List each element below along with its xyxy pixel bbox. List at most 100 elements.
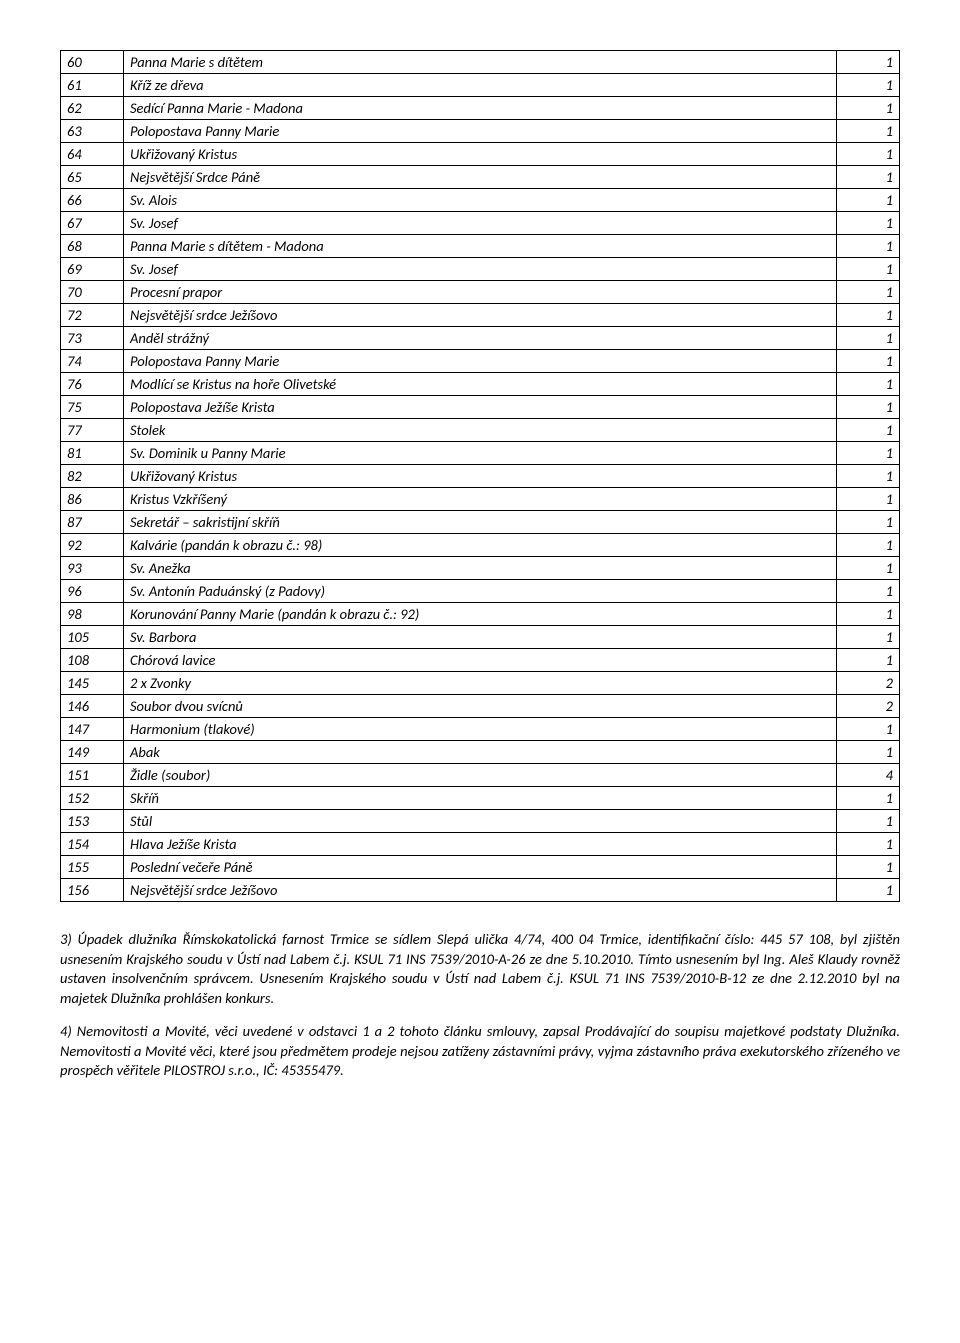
row-description: Sv. Antonín Paduánský (z Padovy) [124, 580, 837, 603]
row-quantity: 1 [837, 465, 900, 488]
row-quantity: 1 [837, 143, 900, 166]
row-quantity: 1 [837, 787, 900, 810]
row-description: Nejsvětější Srdce Páně [124, 166, 837, 189]
row-number: 62 [61, 97, 124, 120]
row-quantity: 1 [837, 212, 900, 235]
row-quantity: 1 [837, 120, 900, 143]
row-quantity: 1 [837, 373, 900, 396]
row-description: Soubor dvou svícnů [124, 695, 837, 718]
row-quantity: 1 [837, 258, 900, 281]
table-row: 81Sv. Dominik u Panny Marie1 [61, 442, 900, 465]
row-number: 151 [61, 764, 124, 787]
table-row: 156Nejsvětější srdce Ježíšovo1 [61, 879, 900, 902]
row-quantity: 1 [837, 856, 900, 879]
table-row: 87Sekretář – sakristijní skříň1 [61, 511, 900, 534]
table-row: 82Ukřižovaný Kristus1 [61, 465, 900, 488]
row-description: Sedící Panna Marie - Madona [124, 97, 837, 120]
row-number: 87 [61, 511, 124, 534]
row-number: 82 [61, 465, 124, 488]
row-description: Kalvárie (pandán k obrazu č.: 98) [124, 534, 837, 557]
row-quantity: 1 [837, 626, 900, 649]
table-row: 153Stůl1 [61, 810, 900, 833]
row-description: Sekretář – sakristijní skříň [124, 511, 837, 534]
row-quantity: 1 [837, 718, 900, 741]
row-number: 152 [61, 787, 124, 810]
row-number: 156 [61, 879, 124, 902]
row-quantity: 1 [837, 488, 900, 511]
row-quantity: 1 [837, 810, 900, 833]
table-row: 62Sedící Panna Marie - Madona1 [61, 97, 900, 120]
row-description: Kristus Vzkříšený [124, 488, 837, 511]
table-row: 72Nejsvětější srdce Ježíšovo1 [61, 304, 900, 327]
row-quantity: 1 [837, 189, 900, 212]
table-row: 73Anděl strážný1 [61, 327, 900, 350]
row-number: 65 [61, 166, 124, 189]
row-number: 67 [61, 212, 124, 235]
row-description: Sv. Anežka [124, 557, 837, 580]
row-number: 86 [61, 488, 124, 511]
table-row: 75Polopostava Ježíše Krista1 [61, 396, 900, 419]
paragraph-4: 4) Nemovitosti a Movité, věci uvedené v … [60, 1022, 900, 1081]
table-row: 70Procesní prapor1 [61, 281, 900, 304]
row-number: 149 [61, 741, 124, 764]
row-number: 155 [61, 856, 124, 879]
table-row: 86Kristus Vzkříšený1 [61, 488, 900, 511]
row-quantity: 1 [837, 833, 900, 856]
row-description: Ukřižovaný Kristus [124, 143, 837, 166]
row-quantity: 4 [837, 764, 900, 787]
table-row: 149Abak1 [61, 741, 900, 764]
row-number: 93 [61, 557, 124, 580]
table-row: 60Panna Marie s dítětem1 [61, 51, 900, 74]
table-row: 74Polopostava Panny Marie1 [61, 350, 900, 373]
row-number: 72 [61, 304, 124, 327]
row-number: 68 [61, 235, 124, 258]
table-row: 63Polopostava Panny Marie1 [61, 120, 900, 143]
row-quantity: 1 [837, 580, 900, 603]
row-description: Nejsvětější srdce Ježíšovo [124, 304, 837, 327]
table-row: 64Ukřižovaný Kristus1 [61, 143, 900, 166]
row-quantity: 1 [837, 442, 900, 465]
row-description: Nejsvětější srdce Ježíšovo [124, 879, 837, 902]
row-number: 92 [61, 534, 124, 557]
row-quantity: 1 [837, 51, 900, 74]
row-number: 61 [61, 74, 124, 97]
row-description: Polopostava Panny Marie [124, 350, 837, 373]
row-quantity: 1 [837, 534, 900, 557]
row-description: Kříž ze dřeva [124, 74, 837, 97]
row-number: 153 [61, 810, 124, 833]
table-row: 108Chórová lavice1 [61, 649, 900, 672]
table-row: 154Hlava Ježíše Krista1 [61, 833, 900, 856]
row-description: Sv. Alois [124, 189, 837, 212]
row-quantity: 1 [837, 97, 900, 120]
table-row: 152Skříň1 [61, 787, 900, 810]
table-row: 65Nejsvětější Srdce Páně1 [61, 166, 900, 189]
row-number: 77 [61, 419, 124, 442]
row-quantity: 1 [837, 396, 900, 419]
table-row: 77Stolek1 [61, 419, 900, 442]
table-row: 98Korunování Panny Marie (pandán k obraz… [61, 603, 900, 626]
row-quantity: 1 [837, 235, 900, 258]
row-description: Panna Marie s dítětem [124, 51, 837, 74]
row-number: 75 [61, 396, 124, 419]
row-number: 74 [61, 350, 124, 373]
table-row: 146Soubor dvou svícnů2 [61, 695, 900, 718]
row-number: 146 [61, 695, 124, 718]
row-description: Procesní prapor [124, 281, 837, 304]
row-description: Stůl [124, 810, 837, 833]
row-number: 70 [61, 281, 124, 304]
row-quantity: 2 [837, 695, 900, 718]
row-quantity: 1 [837, 741, 900, 764]
row-quantity: 1 [837, 166, 900, 189]
row-description: Sv. Josef [124, 258, 837, 281]
row-quantity: 1 [837, 327, 900, 350]
row-number: 96 [61, 580, 124, 603]
row-quantity: 1 [837, 304, 900, 327]
row-quantity: 1 [837, 350, 900, 373]
row-number: 108 [61, 649, 124, 672]
row-description: Harmonium (tlakové) [124, 718, 837, 741]
table-row: 68Panna Marie s dítětem - Madona1 [61, 235, 900, 258]
row-description: Hlava Ježíše Krista [124, 833, 837, 856]
row-number: 147 [61, 718, 124, 741]
table-row: 92Kalvárie (pandán k obrazu č.: 98)1 [61, 534, 900, 557]
row-description: Poslední večeře Páně [124, 856, 837, 879]
